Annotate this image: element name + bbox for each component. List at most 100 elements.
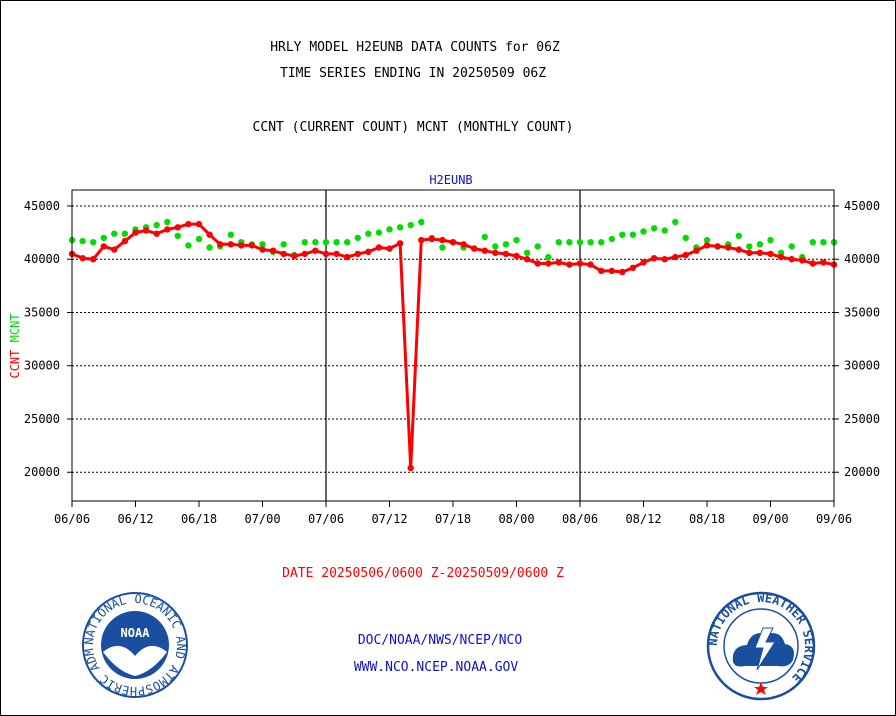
noaa-logo: NATIONAL OCEANIC AND ATMOSPHERIC ADMINIS… [80,590,188,698]
data-point-ccnt [428,235,435,243]
data-point-ccnt [513,252,520,260]
data-point-ccnt [576,260,584,267]
data-point-ccnt [735,246,742,253]
x-tick-label: 06/18 [181,512,217,526]
data-point-mcnt [820,239,827,246]
data-point-mcnt [386,226,393,233]
data-point-mcnt [365,230,372,237]
chart-title: H2EUNB [429,173,472,187]
x-tick-label: 09/06 [816,512,852,526]
x-tick-label: 06/12 [117,512,153,526]
data-point-ccnt [259,246,266,253]
y-tick-label-left: 30000 [24,359,60,373]
data-point-ccnt [777,253,785,261]
data-point-ccnt [608,267,615,275]
y-tick-label-left: 45000 [24,199,60,213]
data-point-ccnt [291,252,298,260]
data-point-ccnt [746,249,753,256]
data-point-mcnt [746,243,753,250]
data-point-ccnt [619,268,626,276]
data-point-mcnt [523,249,531,256]
chart-header-line3: CCNT (CURRENT COUNT) MCNT (MONTHLY COUNT… [252,120,574,135]
data-point-ccnt [365,248,372,255]
x-tick-label: 07/00 [244,512,280,526]
data-point-ccnt [809,260,816,267]
data-point-mcnt [619,231,626,238]
data-point-ccnt [555,259,562,266]
website-link[interactable]: WWW.NCO.NCEP.NOAA.GOV [353,660,519,675]
chart-header-line2: TIME SERIES ENDING IN 20250509 06Z [279,66,547,81]
data-point-mcnt [164,218,171,226]
data-point-mcnt [566,239,573,246]
y-tick-label-right: 40000 [844,252,880,266]
data-point-mcnt [79,237,86,245]
data-point-mcnt [333,239,340,246]
data-point-mcnt [90,239,97,246]
y-tick-label-right: 30000 [844,359,880,373]
data-point-mcnt [598,239,605,246]
data-point-ccnt [217,241,224,248]
x-tick-label: 08/06 [562,512,598,526]
data-point-mcnt [481,233,488,241]
data-point-ccnt [545,260,552,267]
data-point-ccnt [111,246,118,253]
data-point-ccnt [640,259,647,266]
y-tick-label-right: 35000 [844,305,880,319]
noaa-logo-label: NOAA [121,626,151,640]
data-point-ccnt [354,250,361,258]
data-point-ccnt [788,256,795,263]
data-point-mcnt [576,239,584,246]
data-point-mcnt [672,218,679,226]
data-point-ccnt [386,245,393,252]
y-tick-label-left: 40000 [24,252,60,266]
data-point-ccnt [650,255,658,262]
data-point-mcnt [354,234,361,242]
series-line-ccnt [71,222,835,470]
x-tick-label: 08/00 [498,512,534,526]
data-point-mcnt [788,243,795,250]
data-point-ccnt [598,267,605,275]
nws-logo: NATIONAL WEATHER SERVICE [706,591,816,701]
data-point-ccnt [185,220,192,228]
data-point-ccnt [714,243,721,250]
data-point-mcnt [608,235,615,243]
series-ccnt [68,220,838,472]
data-point-mcnt [195,235,203,243]
data-point-ccnt [227,241,234,248]
y-tick-label-right: 20000 [844,465,880,479]
data-point-ccnt [100,243,108,250]
data-point-ccnt [248,242,256,249]
data-point-mcnt [492,243,499,250]
data-point-mcnt [587,239,594,246]
y-tick-label-left: 20000 [24,465,60,479]
data-point-ccnt [534,260,541,267]
data-point-ccnt [672,253,679,261]
data-point-ccnt [174,224,181,231]
data-point-mcnt [439,244,446,251]
org-path-link[interactable]: DOC/NOAA/NWS/NCEP/NCO [357,633,523,648]
data-point-mcnt [227,231,234,238]
data-point-mcnt [418,218,425,226]
data-point-ccnt [523,256,531,263]
data-point-mcnt [650,225,658,232]
data-point-ccnt [90,256,97,263]
data-point-ccnt [756,249,764,256]
data-point-mcnt [661,227,668,234]
data-point-ccnt [344,253,351,261]
data-point-ccnt [767,250,774,258]
data-point-mcnt [185,242,192,249]
date-range-label: DATE 20250506/0600 Z-20250509/0600 Z [282,566,564,581]
x-tick-label: 07/06 [308,512,344,526]
data-point-ccnt [661,256,668,263]
data-point-mcnt [344,239,351,246]
data-point-ccnt [375,244,383,251]
plot-area-border [71,189,835,502]
data-point-ccnt [725,244,732,251]
data-point-ccnt [301,250,308,258]
data-point-ccnt [418,236,425,244]
data-point-mcnt [735,232,742,239]
x-tick-label: 06/06 [54,512,90,526]
data-point-mcnt [809,239,816,246]
x-tick-label: 08/12 [625,512,661,526]
